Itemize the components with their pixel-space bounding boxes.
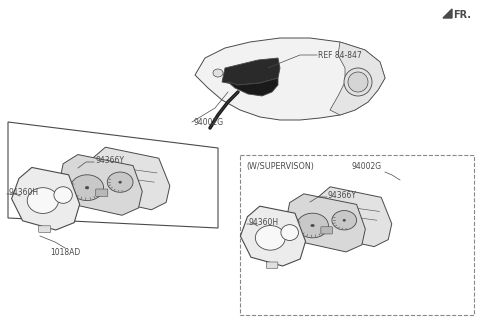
Ellipse shape (213, 69, 223, 77)
Ellipse shape (27, 188, 59, 214)
Ellipse shape (129, 203, 134, 206)
Polygon shape (228, 78, 278, 96)
Ellipse shape (311, 224, 314, 227)
Ellipse shape (54, 187, 72, 203)
Ellipse shape (344, 68, 372, 96)
Ellipse shape (71, 175, 104, 201)
Polygon shape (195, 38, 385, 120)
Polygon shape (443, 9, 452, 18)
Ellipse shape (85, 186, 89, 189)
Ellipse shape (108, 172, 133, 192)
Polygon shape (222, 58, 280, 85)
FancyBboxPatch shape (321, 227, 333, 234)
Ellipse shape (281, 224, 299, 241)
Polygon shape (314, 187, 392, 247)
Polygon shape (286, 194, 365, 252)
Polygon shape (89, 147, 170, 210)
Ellipse shape (343, 219, 346, 221)
Text: (W/SUPERVISON): (W/SUPERVISON) (246, 162, 314, 171)
Text: 94360H: 94360H (248, 217, 278, 226)
Text: 94002G: 94002G (352, 162, 382, 171)
Ellipse shape (352, 240, 358, 243)
Text: REF 84-847: REF 84-847 (318, 50, 362, 59)
Polygon shape (240, 206, 305, 266)
Ellipse shape (297, 213, 328, 238)
Text: 1018AD: 1018AD (50, 248, 80, 257)
Ellipse shape (332, 211, 357, 230)
Ellipse shape (119, 181, 121, 183)
FancyBboxPatch shape (39, 226, 51, 232)
Polygon shape (330, 42, 385, 115)
Text: 94002G: 94002G (193, 118, 223, 127)
Ellipse shape (334, 236, 341, 240)
FancyBboxPatch shape (96, 189, 108, 196)
Ellipse shape (255, 225, 285, 250)
Polygon shape (60, 155, 142, 215)
Ellipse shape (348, 72, 368, 92)
Text: 94366Y: 94366Y (95, 155, 124, 164)
Polygon shape (12, 167, 80, 230)
Text: FR.: FR. (453, 10, 471, 20)
Text: 94360H: 94360H (8, 187, 38, 196)
Text: 94366Y: 94366Y (328, 191, 357, 200)
FancyBboxPatch shape (266, 262, 278, 268)
Ellipse shape (109, 198, 117, 203)
